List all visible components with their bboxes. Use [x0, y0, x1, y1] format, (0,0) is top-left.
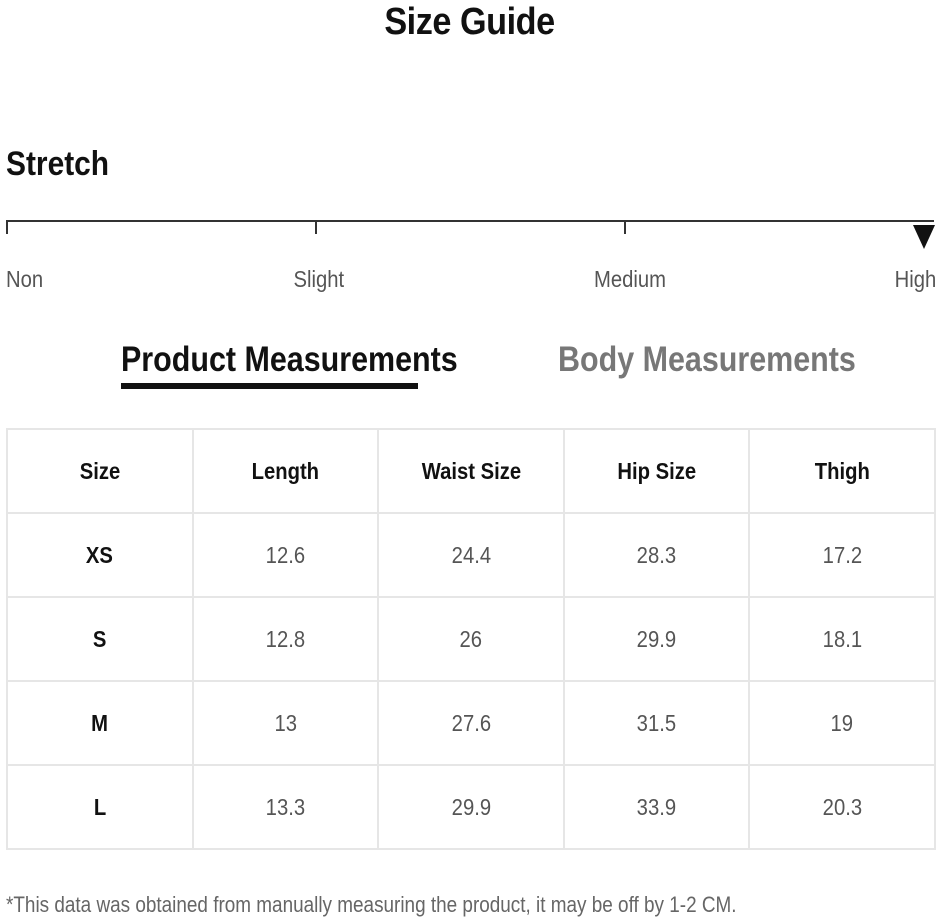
header-waist-size: Waist Size: [377, 428, 565, 514]
stretch-tick-non: [6, 222, 8, 234]
thigh-cell: 20.3: [748, 764, 936, 850]
waist-cell: 29.9: [377, 764, 565, 850]
active-tab-indicator: [121, 383, 418, 389]
measurement-footnote: *This data was obtained from manually me…: [6, 892, 737, 917]
header-hip-size: Hip Size: [562, 428, 751, 514]
stretch-tick-slight: [315, 222, 317, 234]
thigh-cell: 17.2: [748, 512, 936, 598]
thigh-cell: 18.1: [748, 596, 936, 682]
size-cell: XS: [6, 512, 194, 598]
stretch-level-pointer-icon: [913, 225, 935, 249]
table-row: L 13.3 29.9 33.9 20.3: [6, 764, 936, 850]
tab-body-measurements[interactable]: Body Measurements: [558, 340, 856, 379]
stretch-label-medium: Medium: [594, 266, 666, 292]
hip-cell: 29.9: [562, 596, 751, 682]
header-thigh: Thigh: [748, 428, 936, 514]
size-table: Size Length Waist Size Hip Size Thigh XS…: [6, 428, 936, 850]
tab-product-measurements[interactable]: Product Measurements: [121, 340, 458, 379]
hip-cell: 31.5: [562, 680, 751, 766]
length-cell: 12.6: [191, 512, 380, 598]
waist-cell: 24.4: [377, 512, 565, 598]
table-header-row: Size Length Waist Size Hip Size Thigh: [6, 428, 936, 514]
hip-cell: 33.9: [562, 764, 751, 850]
header-length: Length: [191, 428, 380, 514]
table-row: M 13 27.6 31.5 19: [6, 680, 936, 766]
waist-cell: 27.6: [377, 680, 565, 766]
stretch-label-high: High: [894, 266, 936, 292]
page-title: Size Guide: [384, 1, 555, 43]
stretch-tick-medium: [624, 222, 626, 234]
stretch-heading: Stretch: [6, 145, 110, 183]
hip-cell: 28.3: [562, 512, 751, 598]
size-cell: M: [6, 680, 194, 766]
thigh-cell: 19: [748, 680, 936, 766]
table-row: XS 12.6 24.4 28.3 17.2: [6, 512, 936, 598]
size-cell: L: [6, 764, 194, 850]
length-cell: 12.8: [191, 596, 380, 682]
stretch-label-slight: Slight: [293, 266, 345, 292]
table-row: S 12.8 26 29.9 18.1: [6, 596, 936, 682]
stretch-label-non: Non: [6, 266, 44, 292]
size-cell: S: [6, 596, 194, 682]
waist-cell: 26: [377, 596, 565, 682]
length-cell: 13: [191, 680, 380, 766]
stretch-scale-track: [6, 220, 934, 222]
length-cell: 13.3: [191, 764, 380, 850]
header-size: Size: [6, 428, 194, 514]
